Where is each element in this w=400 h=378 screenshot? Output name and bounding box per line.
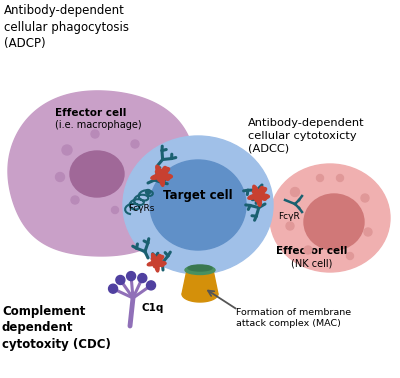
Circle shape xyxy=(146,189,150,195)
Circle shape xyxy=(116,276,125,285)
Text: (NK cell): (NK cell) xyxy=(291,258,333,268)
Circle shape xyxy=(62,145,72,155)
Text: C1q: C1q xyxy=(142,303,164,313)
Circle shape xyxy=(364,228,372,236)
Circle shape xyxy=(138,274,147,283)
Ellipse shape xyxy=(123,136,273,274)
Ellipse shape xyxy=(150,160,246,250)
Circle shape xyxy=(286,222,294,230)
Polygon shape xyxy=(248,185,269,206)
Text: Effector cell: Effector cell xyxy=(55,108,126,118)
Circle shape xyxy=(304,246,312,254)
Ellipse shape xyxy=(270,164,390,272)
Circle shape xyxy=(131,140,139,148)
Text: Effector cell: Effector cell xyxy=(276,246,348,256)
Circle shape xyxy=(316,175,324,181)
Circle shape xyxy=(112,206,118,214)
Circle shape xyxy=(346,253,354,260)
Circle shape xyxy=(126,271,136,280)
Ellipse shape xyxy=(188,265,212,271)
Text: Antibody-dependent
cellular cytotoxicty
(ADCC): Antibody-dependent cellular cytotoxicty … xyxy=(248,118,365,153)
Circle shape xyxy=(56,172,64,181)
Circle shape xyxy=(91,130,99,138)
Circle shape xyxy=(137,186,145,194)
Circle shape xyxy=(146,281,156,290)
Polygon shape xyxy=(182,270,218,294)
Polygon shape xyxy=(151,165,172,186)
Text: Formation of membrane
attack complex (MAC): Formation of membrane attack complex (MA… xyxy=(236,308,351,328)
Text: Target cell: Target cell xyxy=(163,189,233,201)
Ellipse shape xyxy=(70,151,124,197)
Circle shape xyxy=(336,175,344,181)
Circle shape xyxy=(108,284,118,293)
Polygon shape xyxy=(8,91,197,256)
Text: Antibody-dependent
cellular phagocytosis
(ADCP): Antibody-dependent cellular phagocytosis… xyxy=(4,4,129,50)
Text: FcγR: FcγR xyxy=(278,212,300,221)
Text: Complement
dependent
cytotoxity (CDC): Complement dependent cytotoxity (CDC) xyxy=(2,305,111,351)
Ellipse shape xyxy=(304,194,364,250)
Text: FcγRs: FcγRs xyxy=(128,204,154,213)
Text: (i.e. macrophage): (i.e. macrophage) xyxy=(55,120,142,130)
Circle shape xyxy=(361,194,369,202)
Circle shape xyxy=(71,196,79,204)
Polygon shape xyxy=(182,294,218,302)
Polygon shape xyxy=(147,254,166,272)
Ellipse shape xyxy=(185,265,215,274)
Circle shape xyxy=(290,187,300,197)
